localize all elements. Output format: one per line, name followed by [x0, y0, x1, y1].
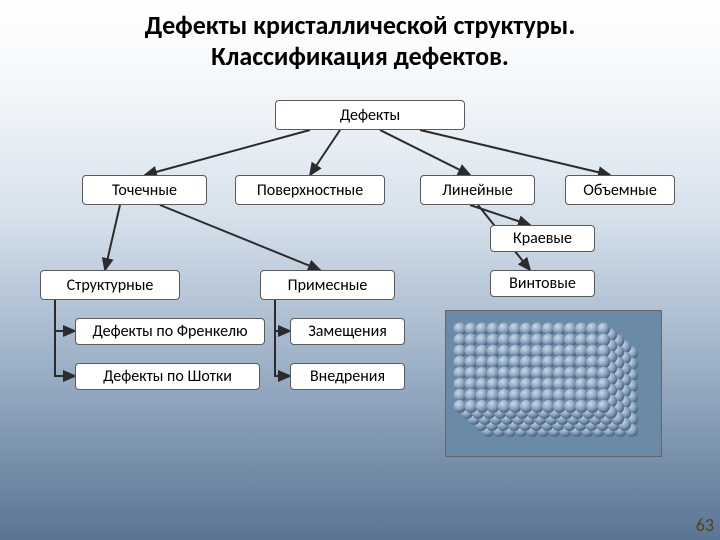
node-schottky: Дефекты по Шотки [75, 363, 260, 390]
node-impurity: Примесные [260, 270, 395, 300]
slide-title: Дефекты кристаллической структуры. Класс… [0, 10, 720, 72]
node-root: Дефекты [275, 100, 465, 130]
title-line-1: Дефекты кристаллической структуры. [145, 9, 576, 41]
node-edge: Краевые [490, 225, 595, 252]
node-frenkel: Дефекты по Френкелю [75, 318, 265, 345]
node-structural: Структурные [40, 270, 180, 300]
page-number: 63 [696, 514, 714, 536]
title-line-2: Классификация дефектов. [211, 40, 509, 72]
node-linear: Линейные [420, 175, 535, 205]
node-substit: Замещения [290, 318, 405, 345]
node-screw: Винтовые [490, 270, 595, 297]
slide: Дефекты кристаллической структуры. Класс… [0, 0, 720, 540]
node-volume: Объемные [565, 175, 675, 205]
node-surface: Поверхностные [235, 175, 385, 205]
node-interst: Внедрения [290, 363, 405, 390]
node-point: Точечные [82, 175, 207, 205]
crystal-lattice-image [445, 310, 662, 457]
